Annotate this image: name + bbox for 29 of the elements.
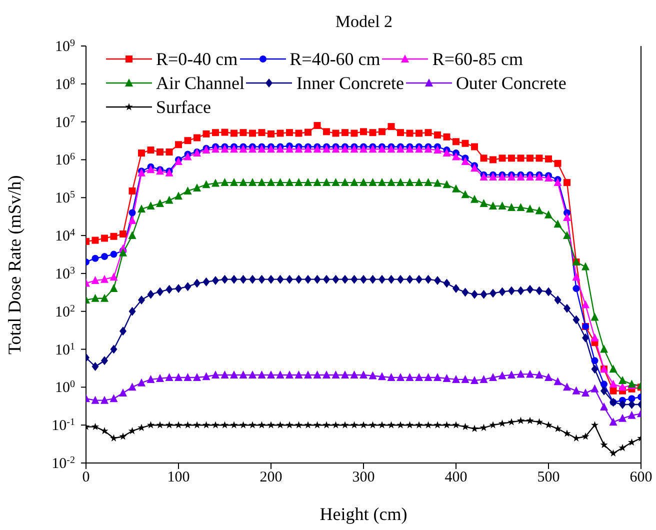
y-tick-label: 10$^{1}$ (55, 340, 75, 358)
legend-label: Outer Concrete (456, 72, 566, 94)
x-tick-label: 400 (444, 470, 468, 486)
chart-title: Model 2 (334, 12, 394, 32)
y-tick-label: 10$^{8}$ (55, 75, 75, 93)
legend-label: R=60-85 cm (432, 48, 523, 70)
x-tick-label: 600 (630, 470, 652, 486)
x-tick-label: 300 (352, 470, 375, 486)
legend-label: R=40-60 cm (290, 48, 380, 70)
y-axis-title: Total Dose Rate (mSv/h) (4, 175, 24, 354)
y-tick-label: 10$^{3}$ (55, 264, 75, 282)
y-tick-label: 10$^{6}$ (55, 151, 75, 169)
y-tick-label: 10$^{0}$ (55, 378, 75, 396)
legend-label: Air Channel (156, 72, 244, 94)
x-tick-label: 200 (260, 470, 282, 486)
x-tick-label: 500 (537, 470, 560, 486)
y-tick-label: 10$^{-2}$ (52, 454, 75, 472)
legend-label: Inner Concrete (296, 72, 404, 94)
y-tick-label: 10$^{9}$ (55, 38, 75, 55)
x-tick-label: 100 (167, 470, 190, 486)
x-tick-label: 0 (82, 470, 90, 486)
y-tick-label: 10$^{7}$ (55, 113, 75, 131)
y-tick-label: 10$^{2}$ (55, 302, 75, 320)
legend-label: Surface (156, 96, 211, 118)
y-tick-label: 10$^{4}$ (55, 227, 75, 245)
legend-label: R=0-40 cm (156, 48, 238, 70)
y-tick-label: 10$^{-1}$ (52, 416, 75, 434)
x-axis-title: Height (cm) (320, 504, 408, 524)
y-tick-label: 10$^{5}$ (55, 189, 75, 207)
